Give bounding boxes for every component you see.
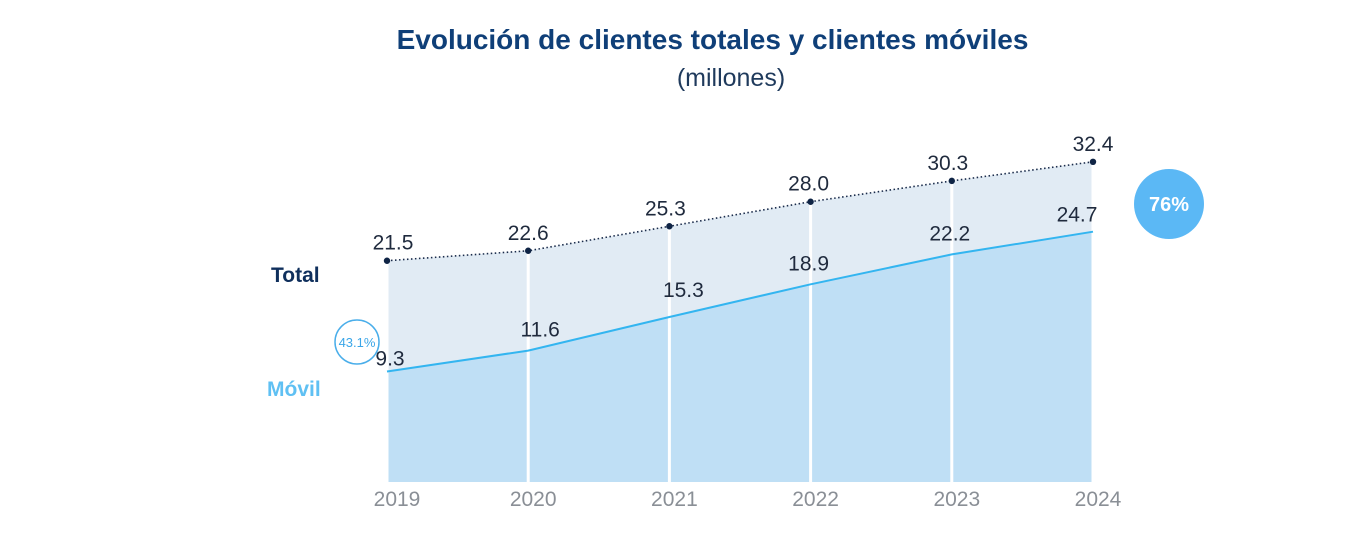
value-label-total-2022: 28.0 — [788, 173, 829, 196]
lines-layer — [383, 158, 1097, 373]
line-movil — [386, 230, 1094, 373]
line-total — [386, 161, 1094, 262]
value-label-total-2021: 25.3 — [645, 197, 686, 220]
x-tick-2020: 2020 — [510, 488, 557, 511]
point-total-2023 — [948, 177, 955, 185]
x-tick-2024: 2024 — [1075, 488, 1122, 511]
value-label-total-2019: 21.5 — [373, 232, 414, 255]
chart-subtitle: (millones) — [676, 64, 786, 92]
series-label-movil: Móvil — [267, 378, 321, 401]
start-share-text: 43.1% — [339, 335, 376, 350]
areas-layer — [387, 161, 1093, 483]
x-tick-2022: 2022 — [792, 488, 839, 511]
end-share-text: 76% — [1149, 194, 1189, 216]
start-share-badge: 43.1% — [334, 319, 380, 365]
point-total-2020 — [525, 247, 532, 254]
series-label-total: Total — [271, 264, 320, 287]
area-movil — [387, 231, 1093, 482]
x-tick-2023: 2023 — [933, 488, 980, 511]
start-share-circle — [334, 319, 380, 365]
labels-layer: 21.5 22.6 25.3 28.0 30.3 32.4 9.3 11.6 15.3 18.9 2… — [373, 133, 1114, 371]
value-label-total-2024: 32.4 — [1073, 133, 1114, 156]
point-total-2024 — [1089, 158, 1097, 166]
value-label-movil-2022: 18.9 — [788, 252, 829, 275]
end-share-circle — [1134, 169, 1204, 239]
chart-title: Evolución de clientes totales y clientes… — [396, 24, 1029, 55]
value-label-movil-2024: 24.7 — [1057, 204, 1098, 227]
value-label-total-2020: 22.6 — [508, 222, 549, 245]
value-label-total-2023: 30.3 — [927, 152, 968, 175]
value-label-movil-2021: 15.3 — [663, 279, 704, 302]
point-total-2022 — [807, 198, 814, 205]
value-label-movil-2020: 11.6 — [521, 319, 560, 342]
vertical-guides — [385, 161, 1095, 482]
x-tick-2019: 2019 — [374, 488, 421, 511]
point-total-2021 — [666, 223, 673, 230]
x-tick-2021: 2021 — [651, 488, 698, 511]
value-label-movil-2023: 22.2 — [929, 222, 970, 245]
value-label-movil-2019: 9.3 — [375, 347, 404, 370]
x-axis-ticks: 2019 2020 2021 2022 2023 2024 — [374, 488, 1122, 511]
point-total-2019 — [383, 257, 391, 264]
end-share-badge: 76% — [1134, 169, 1204, 239]
